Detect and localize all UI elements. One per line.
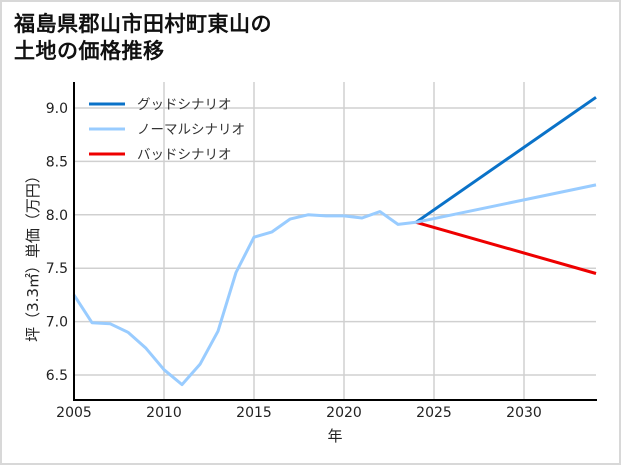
x-tick-label: 2015	[236, 405, 272, 421]
series-bad	[415, 220, 597, 275]
chart-title-line1: 福島県郡山市田村町東山の	[14, 12, 272, 36]
x-tick-label: 2020	[326, 405, 362, 421]
series-good	[415, 96, 597, 224]
x-tick-label: 2010	[146, 405, 182, 421]
y-tick-labels: 6.5 7.0 7.5 8.0 8.5 9.0	[46, 101, 68, 384]
y-tick-label: 9.0	[46, 101, 68, 117]
y-tick-label: 8.0	[46, 208, 68, 224]
y-tick-label: 8.5	[46, 154, 68, 170]
x-tick-label: 2005	[56, 405, 92, 421]
axes	[73, 82, 597, 401]
y-tick-label: 7.5	[46, 261, 68, 277]
chart-title-line2: 土地の価格推移	[14, 39, 165, 63]
x-tick-label: 2030	[506, 405, 542, 421]
x-tick-label: 2025	[416, 405, 452, 421]
y-tick-label: 7.0	[46, 315, 68, 331]
chart-title: 福島県郡山市田村町東山の 土地の価格推移	[14, 11, 272, 65]
legend-label-good: グッドシナリオ	[137, 97, 232, 113]
legend: グッドシナリオ ノーマルシナリオ バッドシナリオ	[89, 97, 245, 163]
series-normal	[72, 183, 597, 387]
gridlines	[74, 82, 596, 400]
series-lines	[72, 96, 597, 387]
y-axis-label: 坪（3.3㎡）単価（万円）	[24, 168, 42, 342]
x-tick-labels: 2005 2010 2015 2020 2025 2030	[56, 405, 542, 421]
legend-label-normal: ノーマルシナリオ	[137, 122, 245, 138]
y-tick-label: 6.5	[46, 368, 68, 384]
legend-label-bad: バッドシナリオ	[137, 147, 232, 163]
x-axis-label: 年	[327, 427, 342, 445]
